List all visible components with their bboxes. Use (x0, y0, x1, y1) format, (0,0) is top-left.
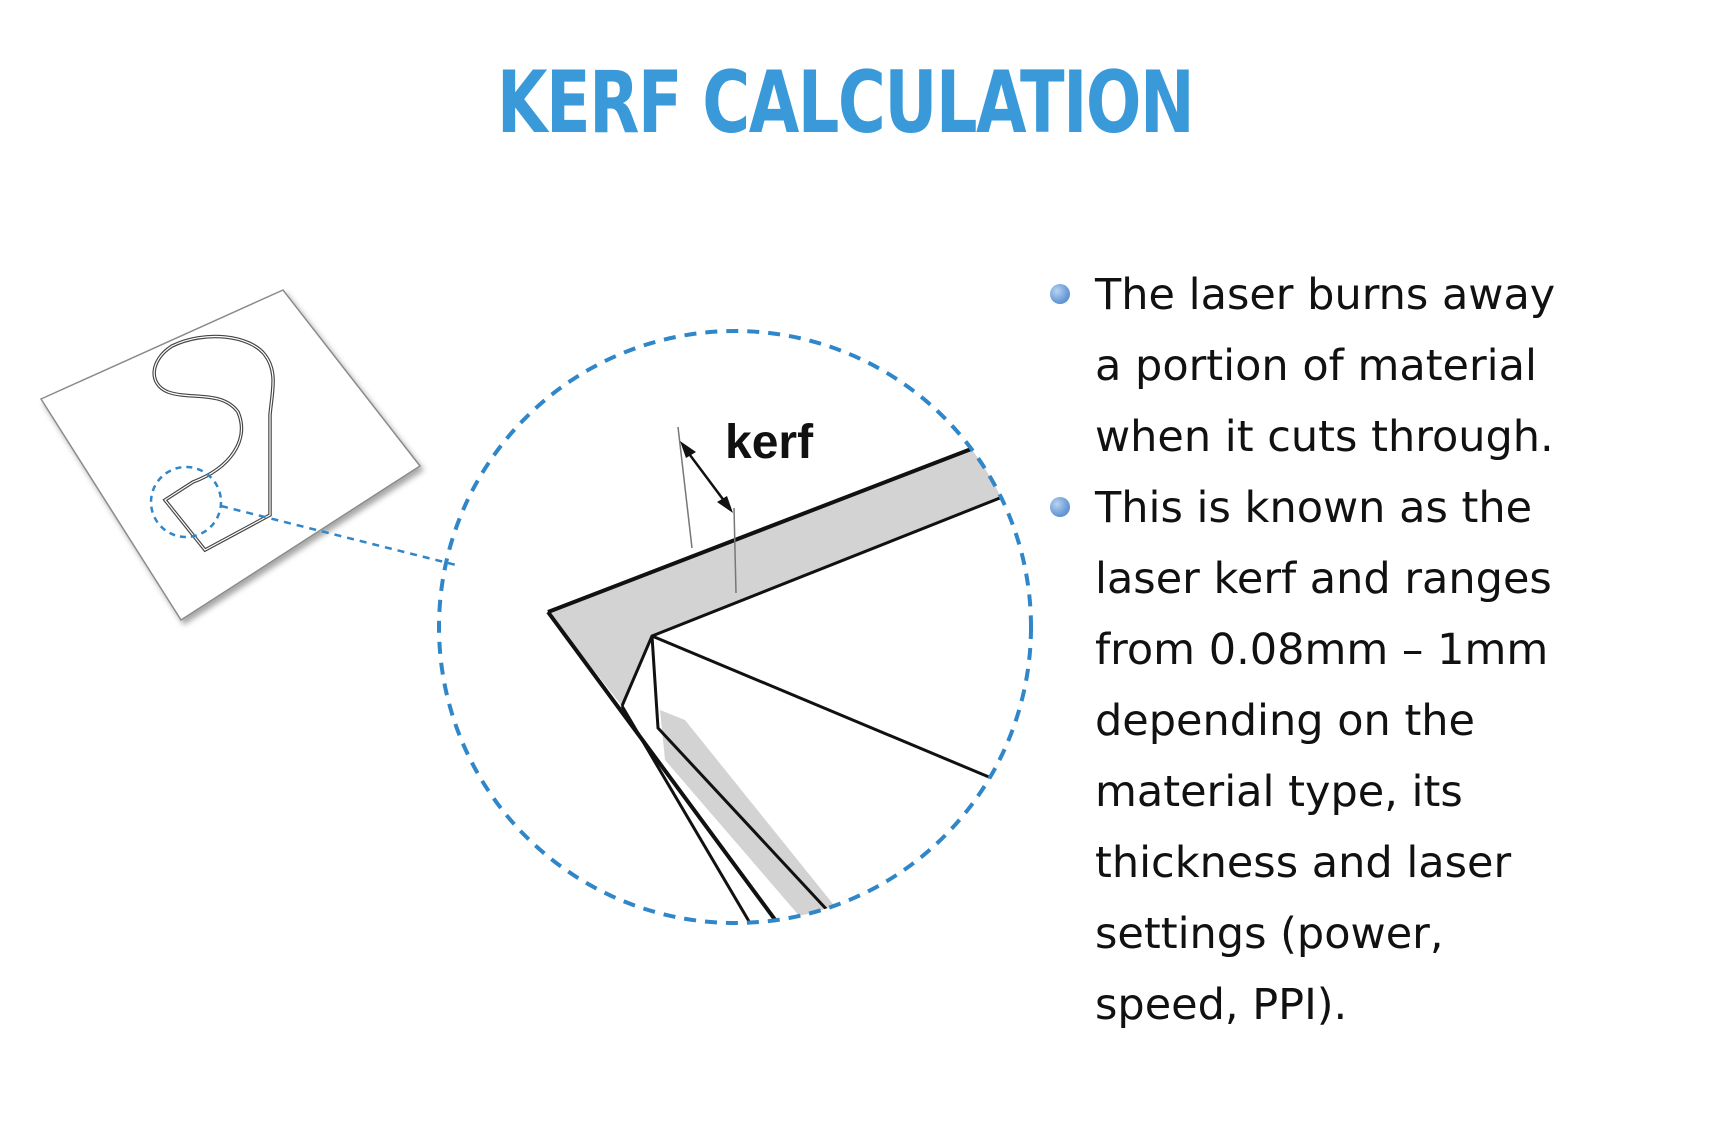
slide-title: KERF CALCULATION (496, 53, 1195, 153)
bullet-line: settings (power, (1095, 909, 1444, 959)
bullet-line: a portion of material (1095, 341, 1537, 391)
bullet-list: The laser burns away a portion of materi… (1050, 260, 1695, 1041)
zoom-circle (437, 329, 1033, 925)
bullet-line: depending on the (1095, 696, 1476, 746)
zoom-source-circle (149, 465, 223, 539)
bullet-line: thickness and laser (1095, 838, 1512, 888)
kerf-band (548, 446, 1010, 706)
bullet-line: This is known as the (1095, 483, 1533, 533)
kerf-dimension-arrow (680, 441, 733, 513)
bullet-item-2: This is known as the laser kerf and rang… (1050, 473, 1695, 1041)
bullet-line: from 0.08mm – 1mm (1095, 625, 1549, 675)
bullet-line: material type, its (1095, 767, 1463, 817)
bullet-line: laser kerf and ranges (1095, 554, 1552, 604)
bullet-dot-icon (1050, 284, 1070, 304)
bullet-line: when it cuts through. (1095, 412, 1554, 462)
bullet-item-1: The laser burns away a portion of materi… (1050, 260, 1695, 473)
sheet-thumbnail (39, 289, 422, 622)
zoom-connector-line (220, 504, 461, 568)
zoom-detail (546, 426, 1021, 923)
bullet-line: speed, PPI). (1095, 980, 1348, 1030)
bullet-dot-icon (1050, 497, 1070, 517)
bullet-line: The laser burns away (1095, 270, 1556, 320)
kerf-label: kerf (725, 416, 814, 469)
